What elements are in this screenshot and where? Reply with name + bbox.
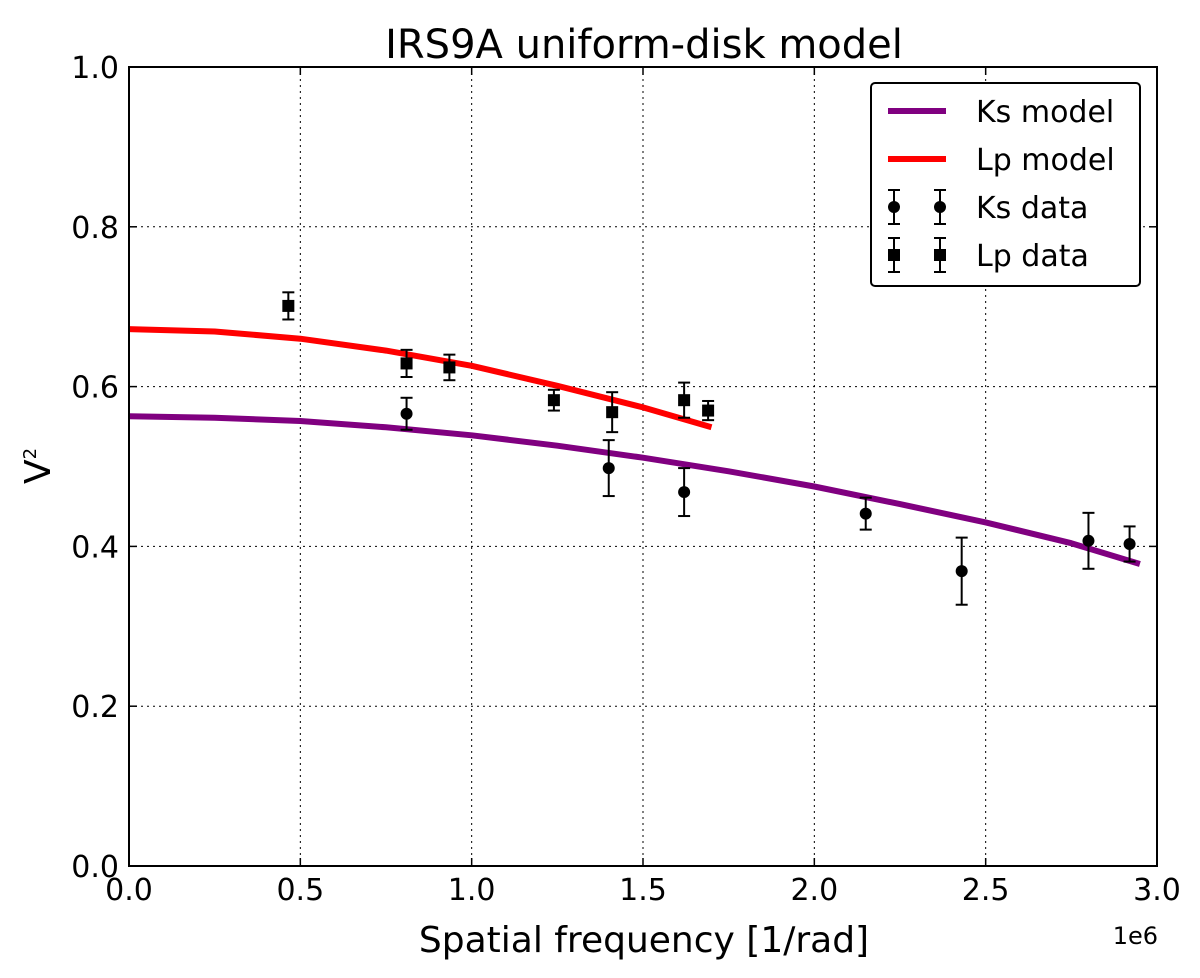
legend-swatch-lp-data [888,237,946,273]
circle-marker [400,407,413,420]
y-tick-label: 0.4 [71,530,119,565]
y-tick-label: 0.2 [71,690,119,725]
ks-data-point [859,496,872,531]
y-tick-label: 0.0 [71,850,119,885]
square-marker [678,394,691,407]
lp-data-point [702,399,715,422]
lp-data-point [282,291,295,321]
axis-ticks [128,66,1158,867]
square-marker [400,357,413,370]
series-line-lp-model [128,326,713,431]
y-tick-label: 0.8 [71,211,119,246]
x-offset-label: 1e6 [1113,922,1158,950]
x-tick-label: 2.5 [962,873,1010,908]
legend: Ks model Lp model Ks data Lp data [870,82,1141,287]
square-marker [702,404,715,417]
y-axis-label: V2 [18,448,59,484]
lp-data-point [547,388,560,412]
circle-marker [955,565,968,578]
legend-swatch-ks-data [888,189,946,225]
square-marker [606,406,619,419]
legend-box [870,82,1141,287]
circle-marker [1082,534,1095,547]
circle-marker [1123,538,1136,551]
y-axis-label-superscript: 2 [20,448,41,459]
lp-data-point [443,353,456,382]
square-marker [547,394,560,407]
x-tick-label: 3.0 [1133,873,1181,908]
circle-marker [859,507,872,520]
legend-label-lp-model: Lp model [976,143,1115,178]
ks-data-point [1123,525,1136,563]
legend-label-ks-data: Ks data [976,191,1088,226]
x-tick-label: 1.5 [619,873,667,908]
y-tick-label: 1.0 [71,51,119,86]
y-tick-label: 0.6 [71,371,119,406]
x-tick-label: 2.0 [790,873,838,908]
legend-label-ks-model: Ks model [976,95,1114,130]
square-marker [282,299,295,312]
x-axis-label: Spatial frequency [1/rad] [419,920,869,961]
y-tick-labels: 0.0 0.2 0.4 0.6 0.8 1.0 [71,51,119,885]
ks-data-point [400,396,413,431]
ks-data-point [678,467,691,518]
series-lines [128,326,1141,567]
ks-data-point [602,439,615,498]
x-tick-labels: 0.0 0.5 1.0 1.5 2.0 2.5 3.0 [105,873,1181,908]
x-tick-label: 1.0 [448,873,496,908]
y-axis-label-group: V2 [18,448,59,484]
x-tick-label: 0.0 [105,873,153,908]
ks-data-point [955,536,968,606]
ks-data-point [1082,511,1095,570]
lp-data-point [678,381,691,419]
circle-marker [602,462,615,475]
lp-data-point [400,348,413,379]
square-marker [443,361,456,374]
series-points [282,291,1136,606]
y-axis-label-main: V [18,459,59,484]
circle-marker [678,486,691,499]
chart-title: IRS9A uniform-disk model [385,22,903,68]
x-tick-label: 0.5 [276,873,324,908]
legend-label-lp-data: Lp data [976,239,1089,274]
lp-data-point [606,391,619,434]
series-line-ks-model [128,413,1141,567]
